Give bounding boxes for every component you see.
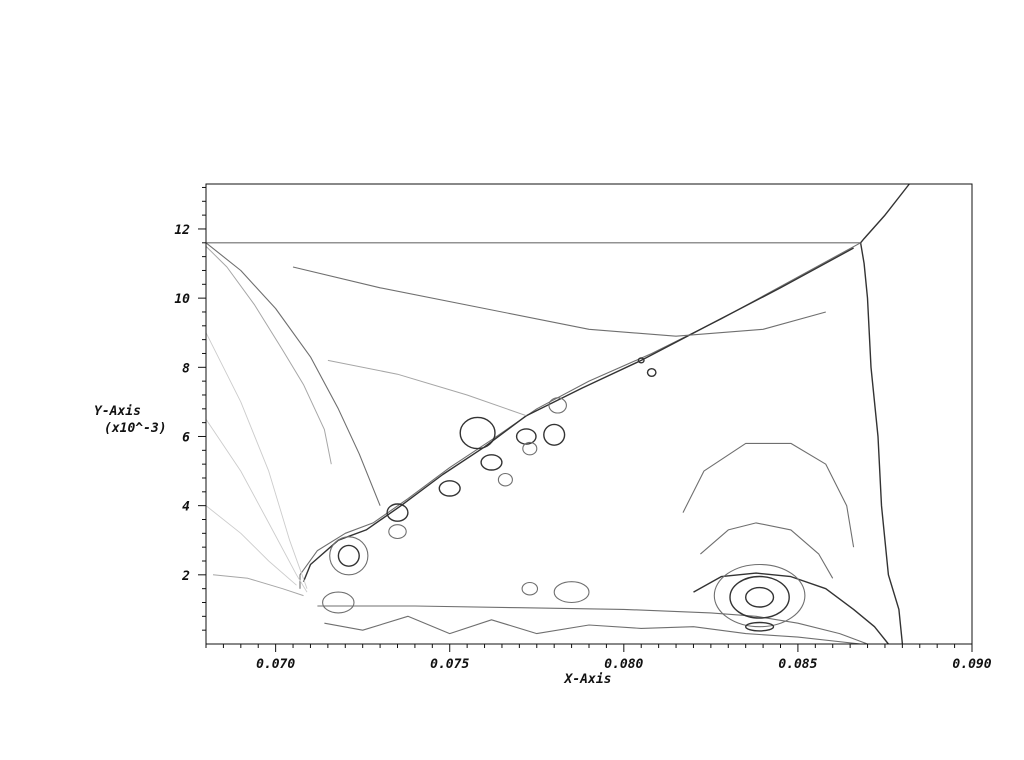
contour-loop-small-loop-8: [521, 581, 539, 596]
contour-line-reflected-wave-outer: [205, 245, 332, 465]
contour-line-upper-region-contour: [292, 266, 826, 337]
contour-loop-vortex-1: [337, 544, 360, 567]
contour-line-expansion-fan-1: [205, 332, 308, 589]
contour-loop-bubble-ring-3: [713, 563, 806, 628]
contour-line-bottom-wall-shear-lower: [324, 615, 861, 645]
contour-line-oblique-shear-layer: [299, 242, 861, 589]
contour-loop-bubble-ring-4: [744, 621, 775, 632]
y-tick-label: 6: [182, 430, 190, 445]
y-axis-scale-label: (x10^-3): [104, 421, 167, 436]
contour-line-separation-bubble-upper: [693, 572, 889, 645]
contour-line-oblique-shear-layer-inner: [302, 247, 854, 582]
contour-loop-vortex-6: [548, 397, 567, 414]
contour-loop-vortex-2: [386, 503, 409, 522]
contour-loop-small-loop-3: [497, 472, 513, 487]
y-tick-label: 2: [181, 569, 190, 584]
contour-loop-small-loop-2: [543, 423, 566, 446]
contour-loop-vortex-3: [438, 480, 461, 497]
contour-loop-small-loop-9: [646, 368, 657, 378]
y-tick-label: 8: [182, 361, 190, 376]
y-tick-label: 4: [182, 500, 190, 515]
contour-line-upper-region-contour-2: [327, 359, 527, 417]
contour-loop-bubble-ring-2: [729, 575, 790, 619]
y-tick-label: 12: [174, 223, 190, 238]
x-tick-label: 0.075: [430, 657, 469, 672]
contour-loop-bubble-ring-1: [744, 586, 775, 608]
contour-line-triple-point-upper-shock: [860, 183, 910, 244]
contour-line-expansion-fan-2: [205, 418, 308, 593]
x-axis-ticks: 0.070 0.075 0.080 0.085 0.090: [205, 644, 992, 672]
contour-line-expansion-fan-3: [205, 505, 297, 586]
contour-line-bottom-wall-shear: [317, 605, 868, 645]
contour-loop-small-loop-1: [459, 416, 496, 450]
contour-loop-vortex-4: [480, 454, 503, 471]
x-tick-label: 0.090: [952, 657, 991, 672]
x-tick-label: 0.080: [604, 657, 643, 672]
contour-line-reflected-wave: [205, 242, 381, 506]
y-axis-title: Y-Axis: [94, 404, 141, 419]
contour-loop-vortex-1-outer: [329, 536, 369, 576]
contour-line-bubble-outer-loop: [700, 522, 834, 579]
contour-line-expansion-fan-4: [212, 574, 304, 597]
plot-frame: [205, 183, 973, 645]
y-axis-ticks: 2 4 6 8 10 12: [174, 186, 206, 631]
x-tick-label: 0.085: [778, 657, 817, 672]
y-tick-label: 10: [174, 292, 190, 307]
contour-loop-vortex-5: [515, 428, 537, 445]
contour-loop-small-loop-6: [388, 524, 407, 540]
x-tick-label: 0.070: [256, 657, 295, 672]
contour-loop-small-loop-10: [637, 357, 645, 364]
x-axis-title: X-Axis: [564, 672, 612, 687]
contour-loop-small-loop-7: [553, 581, 590, 604]
contour-lines: [205, 183, 910, 645]
contour-loop-small-loop-4: [522, 441, 538, 456]
contour-line-main-shock-front: [859, 242, 904, 645]
contour-loop-small-loop-5: [322, 591, 355, 614]
contour-line-bubble-outer-loop-2: [682, 442, 855, 548]
